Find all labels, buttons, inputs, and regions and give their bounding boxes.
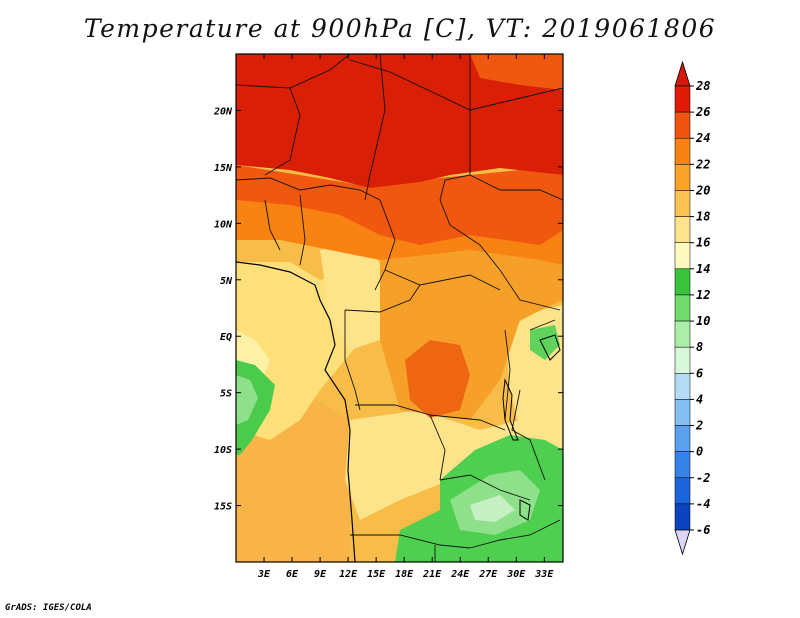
colorbar-swatch	[674, 190, 691, 217]
lat-tick-label: 15S	[214, 502, 232, 513]
colorbar-swatch	[674, 477, 691, 505]
colorbar-swatch	[674, 242, 691, 270]
lon-tick-label: 12E	[339, 569, 358, 580]
field-sahel-edge	[236, 200, 563, 265]
colorbar-label: -6	[696, 523, 710, 537]
chart-title: Temperature at 900hPa [C], VT: 201906180…	[83, 14, 717, 43]
colorbar-label: 24	[695, 131, 710, 145]
lat-tick-label: EQ	[220, 332, 232, 343]
colorbar-label: 26	[695, 105, 710, 119]
colorbar-swatch	[674, 85, 691, 113]
map-panel	[236, 54, 563, 562]
lon-tick-label: 15E	[367, 569, 386, 580]
colorbar-label: 0	[696, 445, 703, 459]
colorbar-label: 20	[695, 183, 710, 197]
country-borders	[236, 54, 563, 562]
colorbar-swatch	[674, 294, 691, 322]
colorbar-label: 8	[696, 340, 703, 354]
lat-tick-label: 10S	[214, 445, 232, 456]
lon-tick-label: 9E	[314, 569, 327, 580]
lon-tick-label: 24E	[450, 569, 470, 580]
field-sahel	[236, 165, 563, 250]
field-sahara	[236, 54, 563, 188]
colorbar-label: 16	[696, 236, 710, 250]
colorbar-swatch	[674, 373, 691, 400]
field-east-green	[530, 325, 560, 360]
colorbar-label: 2	[695, 419, 703, 433]
lon-tick-label: 30E	[506, 569, 526, 580]
colorbar-swatch	[674, 137, 691, 165]
colorbar-swatch	[674, 399, 691, 426]
colorbar-swatch	[674, 346, 691, 374]
lat-tick-label: 5N	[220, 276, 233, 287]
colorbar-label: 10	[696, 314, 710, 328]
lat-tick-label: 20N	[213, 106, 233, 117]
field-central-pale	[320, 240, 395, 350]
colorbar-swatch	[674, 268, 691, 296]
colorbar-swatch	[674, 503, 691, 531]
lat-tick-label: 15N	[214, 163, 233, 174]
colorbar-swatch	[674, 216, 691, 243]
colorbar-label: 14	[696, 262, 710, 276]
colorbar-label: -2	[696, 471, 710, 485]
colorbar-bottom-arrow	[674, 529, 691, 556]
colorbar-swatch	[674, 320, 691, 348]
lon-axis: 3E 6E 9E 12E 15E 18E 21E 24E 27E 30E 33E	[257, 54, 554, 580]
colorbar-label: 4	[696, 392, 703, 406]
field-congo-hotspot	[405, 340, 470, 418]
colorbar-label: 18	[696, 210, 710, 224]
colorbar-swatch	[674, 451, 691, 479]
lat-tick-label: 10N	[214, 219, 233, 230]
lon-tick-label: 27E	[478, 569, 498, 580]
map-frame	[235, 53, 564, 563]
coastline	[236, 261, 356, 562]
colorbar-label: -4	[696, 497, 710, 511]
colorbar-swatch	[674, 164, 691, 191]
lon-tick-label: 21E	[422, 569, 442, 580]
lon-tick-label: 6E	[286, 569, 299, 580]
colorbar-swatch	[674, 111, 691, 139]
colorbar-label: 28	[695, 79, 710, 93]
lon-tick-label: 33E	[534, 569, 554, 580]
colorbar-top-arrow	[674, 60, 691, 87]
colorbar-label: 12	[696, 288, 710, 302]
field-sahara-ne	[470, 54, 563, 90]
colorbar-swatch	[674, 425, 691, 452]
lat-tick-label: 5S	[220, 389, 232, 400]
lakes	[502, 334, 561, 521]
field-atlantic-lightgreen	[236, 375, 258, 425]
grads-credit: GrADS: IGES/COLA	[5, 603, 92, 613]
colorbar-label: 6	[696, 366, 703, 380]
lon-tick-label: 3E	[257, 569, 271, 580]
colorbar-label: 22	[695, 157, 710, 171]
lon-tick-label: 18E	[395, 569, 414, 580]
lat-axis: 20N 15N 10N 5N EQ 5S 10S 15S	[213, 106, 563, 513]
field-south-palegreen	[470, 495, 515, 522]
